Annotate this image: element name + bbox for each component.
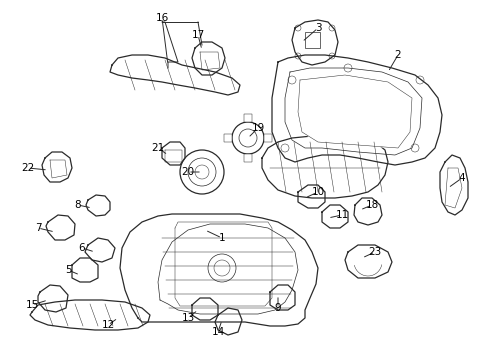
Text: 10: 10 — [311, 187, 324, 197]
Polygon shape — [271, 55, 441, 165]
Text: 20: 20 — [181, 167, 194, 177]
Text: 11: 11 — [335, 210, 348, 220]
Polygon shape — [215, 308, 242, 335]
Polygon shape — [269, 285, 294, 310]
Text: 3: 3 — [314, 23, 321, 33]
Polygon shape — [30, 300, 150, 330]
Polygon shape — [262, 136, 387, 198]
Text: 4: 4 — [458, 173, 465, 183]
Text: 13: 13 — [181, 313, 194, 323]
Polygon shape — [244, 114, 251, 122]
Polygon shape — [120, 214, 317, 326]
Polygon shape — [72, 258, 98, 282]
Polygon shape — [224, 134, 231, 142]
Circle shape — [180, 150, 224, 194]
Text: 7: 7 — [35, 223, 41, 233]
Text: 22: 22 — [21, 163, 35, 173]
Text: 18: 18 — [365, 200, 378, 210]
Polygon shape — [158, 224, 297, 314]
Text: 5: 5 — [64, 265, 71, 275]
Text: 14: 14 — [211, 327, 224, 337]
Circle shape — [231, 122, 264, 154]
Polygon shape — [285, 68, 421, 155]
Polygon shape — [291, 20, 337, 65]
Text: 23: 23 — [367, 247, 381, 257]
Polygon shape — [162, 142, 184, 165]
Text: 15: 15 — [25, 300, 39, 310]
Text: 8: 8 — [75, 200, 81, 210]
Polygon shape — [38, 285, 68, 312]
Polygon shape — [86, 195, 110, 216]
Text: 2: 2 — [394, 50, 401, 60]
Polygon shape — [264, 134, 271, 142]
Polygon shape — [353, 198, 381, 225]
Polygon shape — [297, 185, 325, 208]
Text: 12: 12 — [101, 320, 114, 330]
Text: 1: 1 — [218, 233, 225, 243]
Polygon shape — [321, 205, 347, 228]
Polygon shape — [42, 152, 72, 182]
Text: 21: 21 — [151, 143, 164, 153]
Text: 6: 6 — [79, 243, 85, 253]
Text: 17: 17 — [191, 30, 204, 40]
Polygon shape — [85, 238, 115, 262]
Polygon shape — [192, 42, 224, 75]
Text: 19: 19 — [251, 123, 264, 133]
Polygon shape — [110, 55, 240, 95]
Polygon shape — [345, 245, 391, 278]
Polygon shape — [192, 298, 218, 320]
Polygon shape — [46, 215, 75, 240]
Polygon shape — [244, 154, 251, 162]
Text: 9: 9 — [274, 303, 281, 313]
Polygon shape — [297, 75, 411, 148]
Text: 16: 16 — [155, 13, 168, 23]
Polygon shape — [439, 155, 467, 215]
